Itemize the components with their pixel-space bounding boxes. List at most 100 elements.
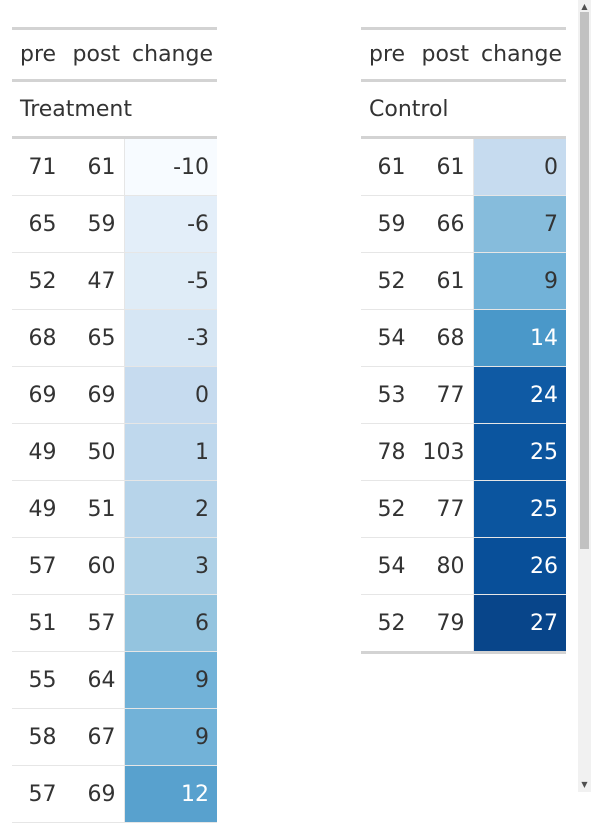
post-cell: 69 xyxy=(64,765,125,823)
pre-cell: 52 xyxy=(361,480,414,538)
group-label: Control xyxy=(361,80,566,139)
post-cell: 79 xyxy=(413,594,474,654)
table-row: 57 60 3 xyxy=(12,537,217,595)
header-row: pre post change xyxy=(361,27,566,82)
pre-cell: 51 xyxy=(12,594,65,652)
table-row: 52 61 9 xyxy=(361,252,566,310)
pre-cell: 57 xyxy=(12,765,65,823)
post-cell: 47 xyxy=(64,252,125,310)
table-row: 78 103 25 xyxy=(361,423,566,481)
treatment-table: pre post change Treatment 71 61 -10 65 59 -6 5… xyxy=(12,27,217,823)
pre-cell: 49 xyxy=(12,423,65,481)
post-cell: 67 xyxy=(64,708,125,766)
change-cell: 1 xyxy=(124,423,217,481)
pre-cell: 68 xyxy=(12,309,65,367)
col-header-pre: pre xyxy=(12,27,65,82)
group-row: Treatment xyxy=(12,80,217,139)
change-cell: -6 xyxy=(124,195,217,253)
change-cell: 14 xyxy=(473,309,566,367)
group-label: Treatment xyxy=(12,80,217,139)
post-cell: 61 xyxy=(64,137,125,196)
change-cell: 0 xyxy=(124,366,217,424)
scroll-up-icon[interactable]: ▲ xyxy=(581,2,588,11)
change-cell: 7 xyxy=(473,195,566,253)
pre-cell: 52 xyxy=(361,252,414,310)
post-cell: 50 xyxy=(64,423,125,481)
post-cell: 59 xyxy=(64,195,125,253)
table-body: 61 61 0 59 66 7 52 61 9 54 68 14 53 77 24 78 103 25 52 77 25… xyxy=(361,137,566,654)
change-cell: -3 xyxy=(124,309,217,367)
pre-cell: 54 xyxy=(361,537,414,595)
table-row: 52 77 25 xyxy=(361,480,566,538)
change-cell: 2 xyxy=(124,480,217,538)
post-cell: 77 xyxy=(413,366,474,424)
control-table: pre post change Control 61 61 0 59 66 7 52 61 9 5… xyxy=(361,27,566,654)
table-row: 51 57 6 xyxy=(12,594,217,652)
table-body: 71 61 -10 65 59 -6 52 47 -5 68 65 -3 69 69 0 49 50 1 49 51 2… xyxy=(12,137,217,823)
change-cell: 9 xyxy=(124,708,217,766)
pre-cell: 49 xyxy=(12,480,65,538)
pre-cell: 55 xyxy=(12,651,65,709)
table-row: 69 69 0 xyxy=(12,366,217,424)
table-row: 54 68 14 xyxy=(361,309,566,367)
col-header-post: post xyxy=(413,27,474,82)
pre-cell: 54 xyxy=(361,309,414,367)
pre-cell: 52 xyxy=(12,252,65,310)
post-cell: 64 xyxy=(64,651,125,709)
change-cell: -5 xyxy=(124,252,217,310)
table-row: 65 59 -6 xyxy=(12,195,217,253)
change-cell: 27 xyxy=(473,594,566,654)
pre-cell: 53 xyxy=(361,366,414,424)
pre-cell: 57 xyxy=(12,537,65,595)
change-cell: 26 xyxy=(473,537,566,595)
change-cell: 12 xyxy=(124,765,217,823)
table-row: 54 80 26 xyxy=(361,537,566,595)
pre-cell: 61 xyxy=(361,137,414,196)
post-cell: 69 xyxy=(64,366,125,424)
change-cell: 25 xyxy=(473,423,566,481)
pre-cell: 52 xyxy=(361,594,414,654)
change-cell: -10 xyxy=(124,137,217,196)
post-cell: 68 xyxy=(413,309,474,367)
pre-cell: 71 xyxy=(12,137,65,196)
header-row: pre post change xyxy=(12,27,217,82)
table-row: 52 47 -5 xyxy=(12,252,217,310)
table-row: 71 61 -10 xyxy=(12,137,217,196)
table-row: 52 79 27 xyxy=(361,594,566,654)
table-row: 55 64 9 xyxy=(12,651,217,709)
group-row: Control xyxy=(361,80,566,139)
post-cell: 80 xyxy=(413,537,474,595)
post-cell: 77 xyxy=(413,480,474,538)
post-cell: 61 xyxy=(413,137,474,196)
table-row: 49 50 1 xyxy=(12,423,217,481)
post-cell: 61 xyxy=(413,252,474,310)
change-cell: 24 xyxy=(473,366,566,424)
pre-cell: 65 xyxy=(12,195,65,253)
col-header-pre: pre xyxy=(361,27,414,82)
change-cell: 9 xyxy=(473,252,566,310)
table-row: 49 51 2 xyxy=(12,480,217,538)
table-row: 59 66 7 xyxy=(361,195,566,253)
table-row: 61 61 0 xyxy=(361,137,566,196)
post-cell: 103 xyxy=(413,423,474,481)
pre-cell: 78 xyxy=(361,423,414,481)
scrollbar-thumb[interactable] xyxy=(580,12,589,549)
change-cell: 25 xyxy=(473,480,566,538)
table-row: 58 67 9 xyxy=(12,708,217,766)
col-header-change: change xyxy=(473,27,566,82)
pre-cell: 69 xyxy=(12,366,65,424)
pre-cell: 59 xyxy=(361,195,414,253)
post-cell: 60 xyxy=(64,537,125,595)
post-cell: 51 xyxy=(64,480,125,538)
change-cell: 6 xyxy=(124,594,217,652)
pre-cell: 58 xyxy=(12,708,65,766)
col-header-post: post xyxy=(64,27,125,82)
post-cell: 65 xyxy=(64,309,125,367)
change-cell: 0 xyxy=(473,137,566,196)
scroll-down-icon[interactable]: ▼ xyxy=(581,780,588,789)
post-cell: 57 xyxy=(64,594,125,652)
table-row: 68 65 -3 xyxy=(12,309,217,367)
vertical-scrollbar[interactable]: ▲ ▼ xyxy=(578,0,591,792)
change-cell: 9 xyxy=(124,651,217,709)
post-cell: 66 xyxy=(413,195,474,253)
